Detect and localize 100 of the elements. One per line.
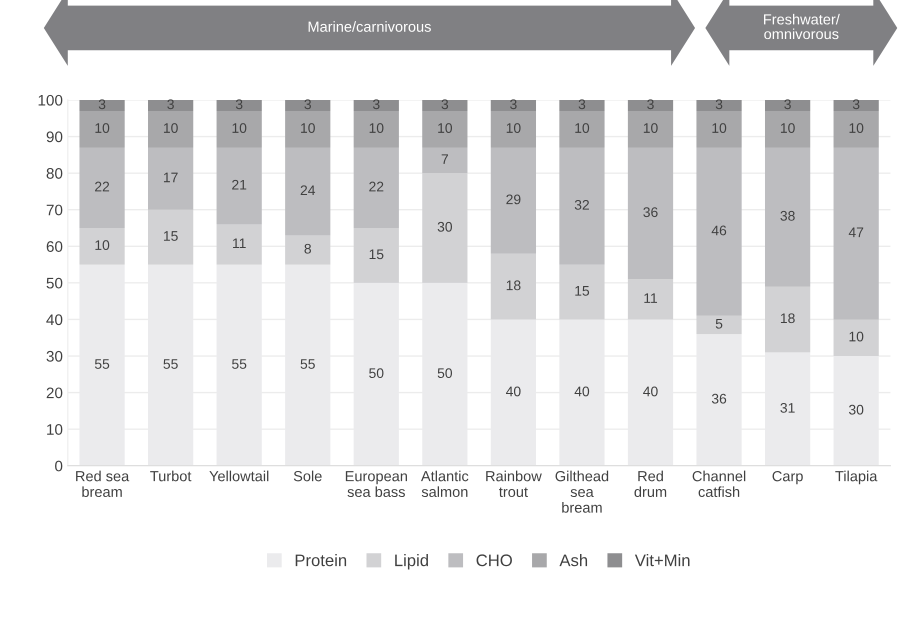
data-label: 47 <box>848 228 864 238</box>
y-tick-label: 10 <box>47 424 62 435</box>
bar <box>764 148 810 287</box>
x-tick-label: European sea bass <box>346 471 407 498</box>
bar <box>628 110 674 148</box>
data-label: 24 <box>300 185 316 196</box>
data-label: 3 <box>647 99 654 110</box>
data-label: 7 <box>442 154 448 164</box>
bar <box>559 100 605 111</box>
data-label: 10 <box>575 123 590 133</box>
data-label: 10 <box>850 123 864 133</box>
bar <box>834 110 879 148</box>
bar <box>422 100 468 111</box>
data-label: 10 <box>780 123 795 133</box>
bar <box>490 110 536 148</box>
data-label: 55 <box>163 359 178 369</box>
legend-label: Lipid <box>395 554 428 570</box>
legend-label: Vit+Min <box>634 554 690 566</box>
y-tick-label: 70 <box>46 204 62 216</box>
bar <box>422 110 468 148</box>
data-label: 10 <box>438 123 452 133</box>
data-label: 3 <box>510 99 517 110</box>
bar <box>764 286 810 352</box>
bar <box>285 110 330 148</box>
bar <box>696 100 742 111</box>
data-label: 10 <box>850 332 864 342</box>
data-label: 29 <box>506 194 520 204</box>
data-label: 11 <box>233 238 246 248</box>
x-tick-label: Sole <box>294 470 322 482</box>
data-label: 30 <box>848 404 864 415</box>
data-label: 10 <box>370 123 384 133</box>
data-label: 10 <box>95 240 110 250</box>
data-label: 3 <box>304 99 311 110</box>
data-label: 40 <box>506 386 521 396</box>
data-label: 3 <box>442 99 448 110</box>
bar <box>354 100 399 111</box>
data-label: 22 <box>369 182 384 192</box>
bar <box>216 224 262 265</box>
bar <box>628 148 674 280</box>
bar <box>79 148 125 228</box>
bar <box>490 254 536 320</box>
data-label: 3 <box>852 99 860 110</box>
legend-label: Ash <box>559 554 588 566</box>
bar <box>79 110 125 148</box>
bar <box>79 228 125 265</box>
data-label: 3 <box>167 99 174 110</box>
bar <box>834 100 879 111</box>
y-tick-label: 90 <box>46 131 62 142</box>
data-label: 3 <box>98 99 106 110</box>
bar <box>628 100 674 111</box>
data-label: 10 <box>95 123 110 133</box>
x-tick-label: Gilthead sea bream <box>556 470 608 513</box>
data-label: 21 <box>232 180 246 190</box>
bar <box>559 264 605 320</box>
bar <box>216 148 262 224</box>
x-tick-label: Red sea bream <box>76 470 130 498</box>
data-label: 3 <box>236 99 242 110</box>
data-label: 15 <box>164 231 178 241</box>
bar <box>559 110 605 148</box>
data-label: 18 <box>506 280 521 290</box>
data-label: 15 <box>370 249 384 260</box>
bar <box>490 100 536 111</box>
x-tick-label: Red drum <box>634 470 666 498</box>
data-label: 55 <box>94 359 110 369</box>
bar <box>354 110 399 148</box>
data-label: 30 <box>438 222 452 232</box>
data-label: 40 <box>643 386 658 396</box>
data-label: 15 <box>575 286 590 296</box>
x-tick-label: Channel catfish <box>692 470 746 498</box>
data-label: 55 <box>232 359 246 369</box>
x-tick-label: Yellowtail <box>209 470 268 482</box>
data-label: 11 <box>644 293 658 303</box>
bar <box>422 148 468 174</box>
y-tick-label: 20 <box>46 387 62 398</box>
data-label: 10 <box>506 123 521 133</box>
data-label: 36 <box>643 207 658 218</box>
data-label: 3 <box>716 99 722 110</box>
data-label: 3 <box>784 99 791 110</box>
data-label: 10 <box>301 123 315 133</box>
bar <box>148 148 194 210</box>
data-label: 40 <box>574 386 590 396</box>
data-label: 8 <box>304 244 311 254</box>
bar <box>148 210 194 265</box>
data-label: 36 <box>712 394 726 404</box>
bar <box>285 235 330 265</box>
text: Marine/carnivorous <box>308 21 431 32</box>
data-label: 17 <box>164 172 178 182</box>
x-tick-label: Tilapia <box>835 470 878 484</box>
bar <box>559 148 605 265</box>
data-label: 22 <box>95 182 110 192</box>
data-label: 18 <box>780 313 795 324</box>
y-tick-label: 80 <box>46 168 62 179</box>
x-tick-label: Atlantic salmon <box>420 470 468 498</box>
data-label: 55 <box>300 359 315 369</box>
bar <box>354 228 399 283</box>
data-label: 38 <box>780 210 795 221</box>
text: Freshwater/ omnivorous <box>764 14 840 40</box>
bar <box>79 100 125 111</box>
y-tick-label: 30 <box>46 350 62 362</box>
y-tick-label: 0 <box>55 460 62 472</box>
